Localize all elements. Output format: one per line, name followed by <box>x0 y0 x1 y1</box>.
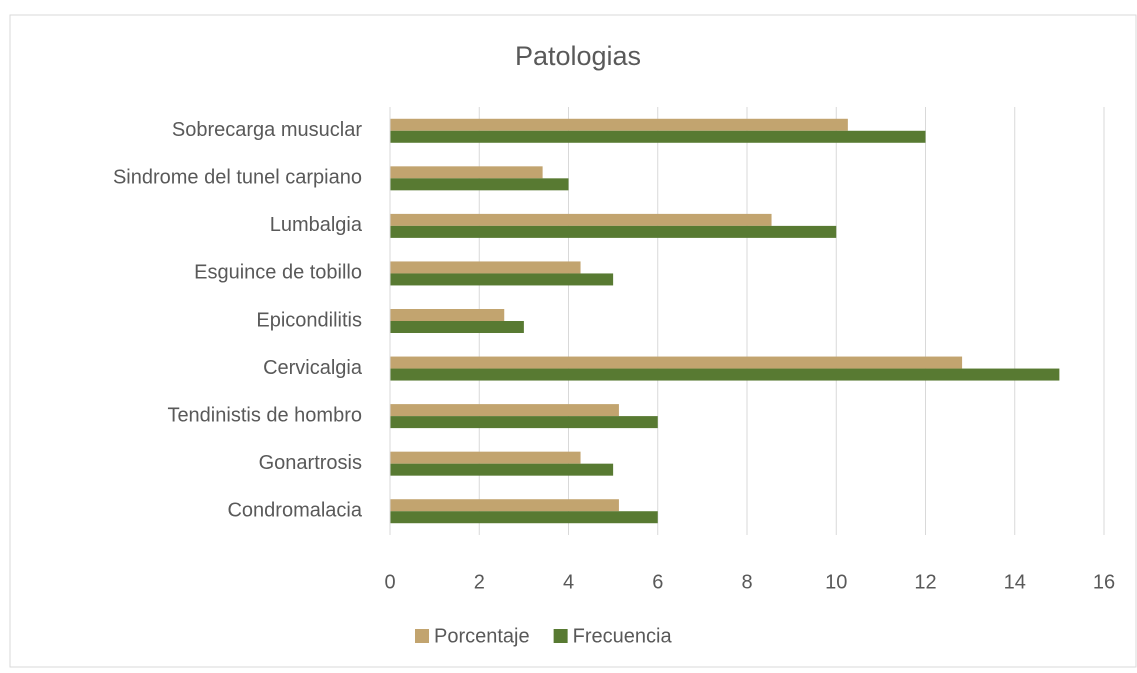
y-tick-label: Epicondilitis <box>256 309 362 331</box>
bar <box>390 118 848 131</box>
x-tick-label: 6 <box>652 571 663 593</box>
y-tick-label: Esguince de tobillo <box>194 262 362 284</box>
chart-border <box>9 14 1137 668</box>
x-tick-label: 14 <box>1004 571 1026 593</box>
x-tick-label: 10 <box>825 571 847 593</box>
x-tick-label: 4 <box>563 571 574 593</box>
x-tick-label: 0 <box>384 571 395 593</box>
chart-title: Patologias <box>515 41 641 71</box>
bar <box>390 356 963 369</box>
x-tick-label: 2 <box>474 571 485 593</box>
bar <box>390 309 505 321</box>
x-tick-label: 16 <box>1093 571 1115 593</box>
legend-swatch <box>415 629 429 643</box>
bar <box>390 321 524 333</box>
bar <box>390 213 772 226</box>
bar <box>390 499 619 512</box>
bar <box>390 463 614 476</box>
bar <box>390 130 926 143</box>
bar <box>390 404 619 417</box>
bar <box>390 225 837 238</box>
legend-label: Porcentaje <box>434 625 530 647</box>
y-tick-label: Condromalacia <box>227 500 362 522</box>
legend-swatch <box>553 629 568 643</box>
y-tick-label: Gonartrosis <box>259 452 362 474</box>
bar <box>390 511 658 524</box>
bar <box>390 451 581 464</box>
bar <box>390 166 543 179</box>
x-tick-label: 8 <box>741 571 752 593</box>
y-tick-label: Cervicalgia <box>263 357 363 379</box>
y-tick-label: Tendinistis de hombro <box>167 404 362 426</box>
bar <box>390 261 581 274</box>
bar <box>390 416 658 429</box>
y-tick-label: Lumbalgia <box>270 214 363 236</box>
bar <box>390 178 569 191</box>
legend-label: Frecuencia <box>573 625 673 647</box>
y-tick-label: Sobrecarga musuclar <box>172 119 362 141</box>
bar <box>390 368 1060 381</box>
y-tick-label: Sindrome del tunel carpiano <box>113 167 362 189</box>
bar <box>390 273 614 286</box>
x-tick-label: 12 <box>914 571 936 593</box>
